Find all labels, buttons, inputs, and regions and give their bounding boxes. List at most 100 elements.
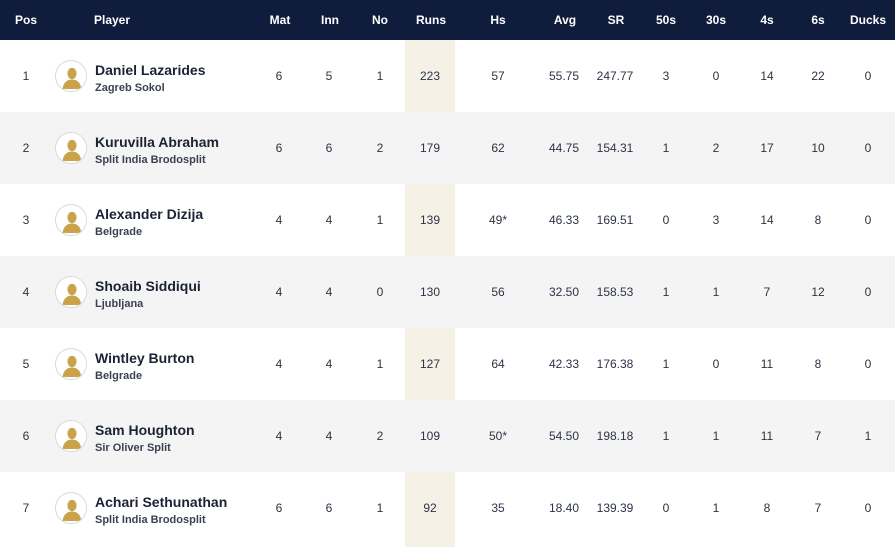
cell-30s: 0 xyxy=(712,69,720,83)
table-header: Pos Player Mat Inn No Runs Hs Avg SR 50s… xyxy=(0,0,895,40)
cell-hs: 35 xyxy=(491,501,505,515)
cell-avg: 55.75 xyxy=(548,69,580,83)
cell-ducks: 0 xyxy=(864,69,872,83)
player-avatar-icon[interactable] xyxy=(55,420,87,452)
cell-6s: 10 xyxy=(811,141,825,155)
player-avatar-icon[interactable] xyxy=(55,276,87,308)
player-avatar-icon[interactable] xyxy=(55,60,87,92)
header-hs[interactable]: Hs xyxy=(490,13,506,27)
cell-4s: 11 xyxy=(760,357,774,371)
cell-mat: 6 xyxy=(275,69,283,83)
cell-sr: 247.77 xyxy=(596,69,634,83)
cell-hs: 56 xyxy=(491,285,505,299)
player-team: Belgrade xyxy=(95,370,143,382)
cell-hs: 57 xyxy=(491,69,505,83)
cell-ducks: 0 xyxy=(864,357,872,371)
cell-no: 1 xyxy=(376,69,384,83)
cell-30s: 2 xyxy=(712,141,720,155)
cell-avg: 54.50 xyxy=(548,429,580,443)
cell-4s: 17 xyxy=(760,141,774,155)
player-avatar-icon[interactable] xyxy=(55,492,87,524)
cell-hs: 50* xyxy=(488,429,508,443)
player-avatar-icon[interactable] xyxy=(55,132,87,164)
cell-no: 1 xyxy=(376,213,384,227)
header-6s[interactable]: 6s xyxy=(811,13,825,27)
cell-ducks: 1 xyxy=(864,429,872,443)
player-name[interactable]: Kuruvilla Abraham xyxy=(95,134,219,150)
header-sr[interactable]: SR xyxy=(607,13,625,27)
cell-mat: 4 xyxy=(275,285,283,299)
table-row[interactable]: 6 4 4 2 109 50* 54.50 198.18 1 1 11 7 1 Sam Houghton S… xyxy=(0,400,895,472)
cell-pos: 4 xyxy=(22,285,30,299)
header-50s[interactable]: 50s xyxy=(655,13,677,27)
table-row[interactable]: 3 4 4 1 139 49* 46.33 169.51 0 3 14 8 0 Alexander Diz… xyxy=(0,184,895,256)
cell-pos: 6 xyxy=(22,429,30,443)
player-name[interactable]: Sam Houghton xyxy=(95,422,195,438)
cell-sr: 154.31 xyxy=(596,141,634,155)
player-name[interactable]: Shoaib Siddiqui xyxy=(95,278,201,294)
header-inn[interactable]: Inn xyxy=(321,13,339,27)
player-name[interactable]: Achari Sethunathan xyxy=(95,494,228,510)
table-row[interactable]: 7 6 6 1 92 35 18.40 139.39 0 1 8 7 0 Achari Sethunath… xyxy=(0,472,895,544)
player-team: Split India Brodosplit xyxy=(95,154,206,166)
player-avatar-icon[interactable] xyxy=(55,204,87,236)
cell-50s: 1 xyxy=(662,357,670,371)
cell-runs: 223 xyxy=(419,69,441,83)
player-team: Zagreb Sokol xyxy=(95,82,165,94)
cell-6s: 12 xyxy=(811,285,825,299)
table-row[interactable]: 4 4 4 0 130 56 32.50 158.53 1 1 7 12 0 Shoaib Siddiqu… xyxy=(0,256,895,328)
cell-ducks: 0 xyxy=(864,285,872,299)
cell-hs: 62 xyxy=(491,141,505,155)
player-team: Split India Brodosplit xyxy=(95,514,206,526)
cell-runs: 109 xyxy=(419,429,441,443)
cell-no: 0 xyxy=(376,285,384,299)
cell-inn: 6 xyxy=(325,501,333,515)
cell-runs: 139 xyxy=(419,213,441,227)
player-name[interactable]: Daniel Lazarides xyxy=(95,62,206,78)
header-ducks[interactable]: Ducks xyxy=(850,13,887,27)
cell-50s: 1 xyxy=(662,141,670,155)
header-avg[interactable]: Avg xyxy=(553,13,577,27)
cell-runs: 127 xyxy=(419,357,441,371)
cell-no: 1 xyxy=(376,357,384,371)
cell-mat: 4 xyxy=(275,213,283,227)
player-name[interactable]: Alexander Dizija xyxy=(95,206,204,222)
header-no[interactable]: No xyxy=(372,13,388,27)
cell-4s: 14 xyxy=(760,213,774,227)
cell-4s: 8 xyxy=(763,501,771,515)
cell-runs: 179 xyxy=(419,141,441,155)
table-row[interactable]: 5 4 4 1 127 64 42.33 176.38 1 0 11 8 0 Wintley Burton… xyxy=(0,328,895,400)
player-name[interactable]: Wintley Burton xyxy=(95,350,195,366)
table-row[interactable]: 2 6 6 2 179 62 44.75 154.31 1 2 17 10 0 Kuruvilla Abr… xyxy=(0,112,895,184)
table-row[interactable]: 1 6 5 1 223 57 55.75 247.77 3 0 14 22 0 Daniel Lazari… xyxy=(0,40,895,112)
cell-mat: 6 xyxy=(275,501,283,515)
cell-inn: 4 xyxy=(325,285,333,299)
header-runs[interactable]: Runs xyxy=(416,13,446,27)
cell-sr: 176.38 xyxy=(596,357,634,371)
header-30s[interactable]: 30s xyxy=(705,13,727,27)
cell-inn: 6 xyxy=(325,141,333,155)
cell-avg: 18.40 xyxy=(548,501,580,515)
player-team: Sir Oliver Split xyxy=(95,442,171,454)
header-player[interactable]: Player xyxy=(94,13,131,27)
cell-pos: 2 xyxy=(22,141,30,155)
cell-no: 1 xyxy=(376,501,384,515)
cell-inn: 4 xyxy=(325,429,333,443)
cell-ducks: 0 xyxy=(864,141,872,155)
cell-50s: 0 xyxy=(662,213,670,227)
cell-30s: 1 xyxy=(712,501,720,515)
cell-sr: 139.39 xyxy=(596,501,634,515)
cell-4s: 7 xyxy=(763,285,771,299)
player-avatar-icon[interactable] xyxy=(55,348,87,380)
cell-sr: 158.53 xyxy=(596,285,634,299)
player-team: Ljubljana xyxy=(95,298,144,310)
cell-runs: 92 xyxy=(423,501,437,515)
header-4s[interactable]: 4s xyxy=(760,13,774,27)
cell-30s: 1 xyxy=(712,285,720,299)
header-pos[interactable]: Pos xyxy=(15,13,38,27)
cell-pos: 5 xyxy=(22,357,30,371)
cell-6s: 7 xyxy=(814,501,822,515)
cell-mat: 4 xyxy=(275,429,283,443)
header-mat[interactable]: Mat xyxy=(269,13,291,27)
